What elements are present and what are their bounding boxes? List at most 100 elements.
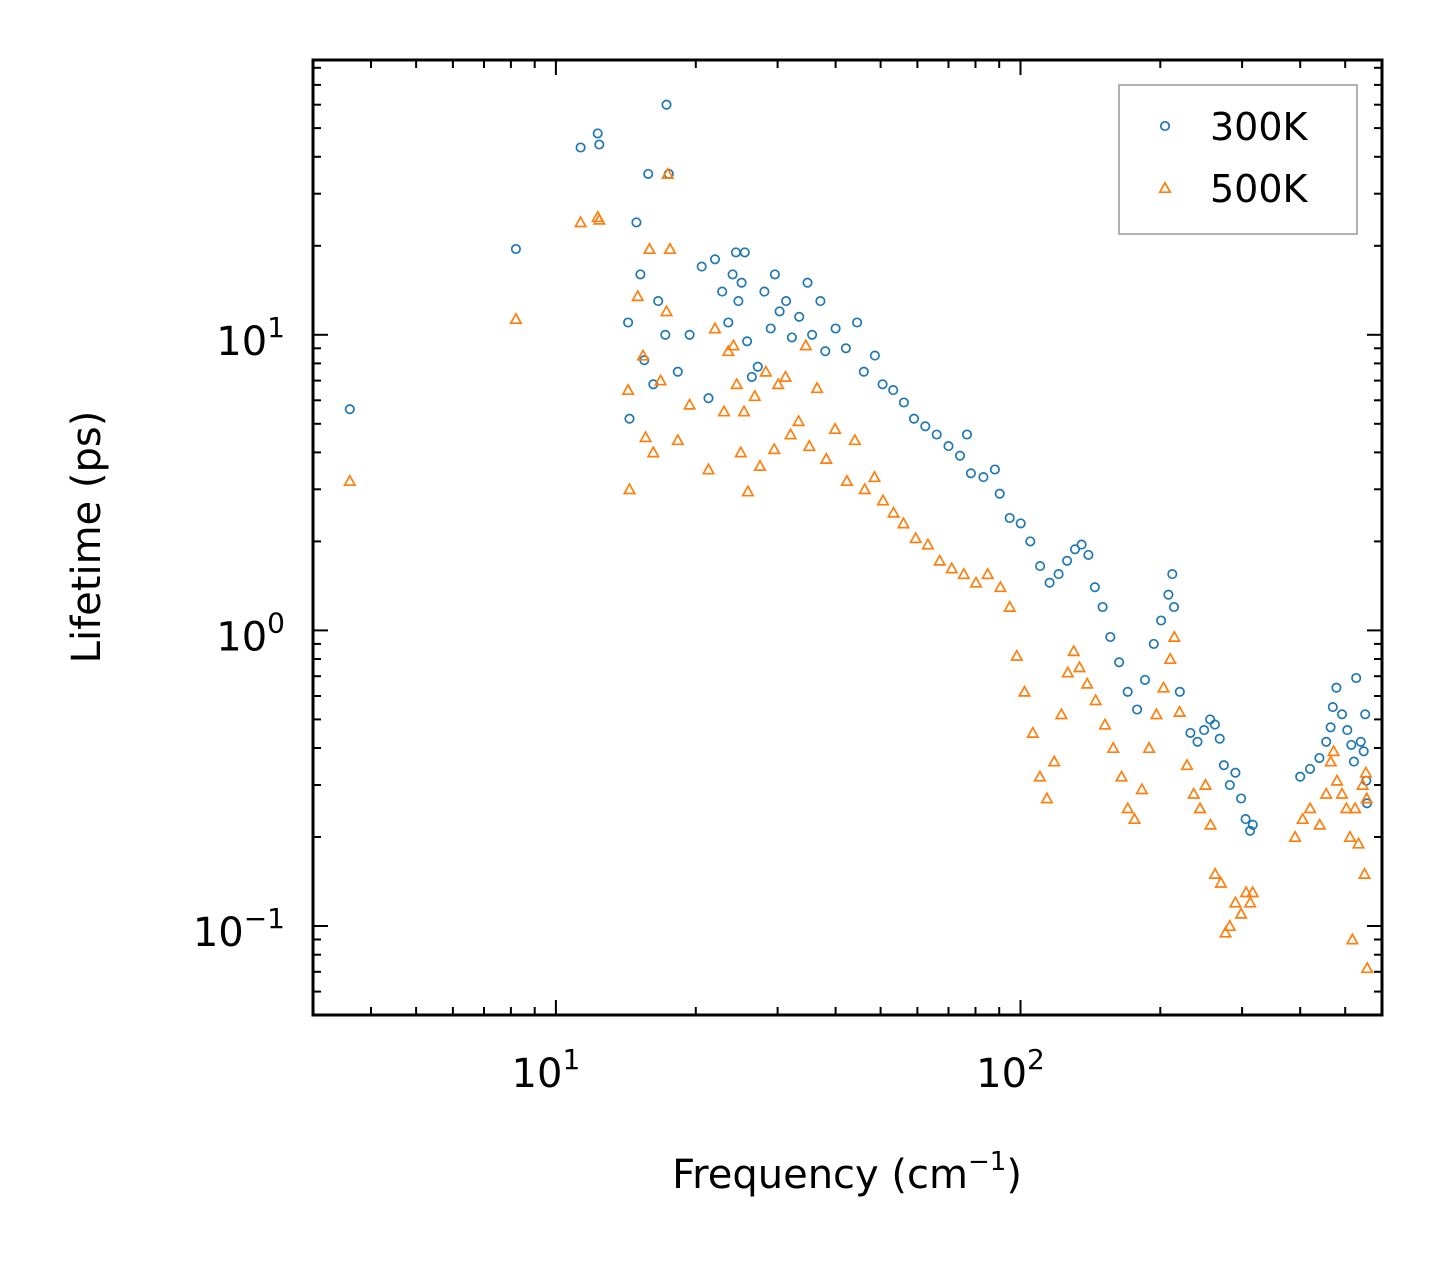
data-point (510, 243, 521, 255)
data-point (1156, 615, 1167, 626)
data-point (1360, 709, 1371, 720)
data-point (708, 321, 722, 334)
data-point (1319, 786, 1333, 799)
data-point (1121, 801, 1135, 814)
data-point (1314, 752, 1325, 764)
data-point (819, 452, 833, 464)
y-tick-exp: 0 (267, 606, 285, 639)
legend-marker (1158, 181, 1172, 194)
data-point (736, 277, 747, 288)
data-point (653, 296, 664, 307)
data-point (671, 433, 685, 446)
data-point (1003, 600, 1017, 612)
data-point (921, 537, 935, 550)
data-point (1180, 758, 1194, 771)
x-tick-label: 102 (976, 1043, 1045, 1097)
data-point (509, 312, 523, 325)
data-point (848, 433, 862, 446)
data-point (1296, 812, 1310, 825)
data-point (1234, 906, 1248, 919)
data-point (799, 338, 813, 351)
data-point (898, 397, 909, 408)
data-point (978, 472, 989, 483)
data-point (815, 296, 826, 307)
data-point (802, 277, 813, 288)
data-point (573, 215, 588, 228)
data-point (1348, 756, 1359, 767)
data-point (1199, 725, 1210, 736)
data-point (1331, 682, 1342, 693)
data-point (592, 212, 606, 225)
data-point (717, 286, 728, 297)
data-point (1230, 767, 1241, 778)
data-point (1163, 589, 1174, 600)
data-point (1203, 817, 1218, 830)
data-point (989, 464, 1000, 475)
data-point (888, 385, 899, 396)
data-point (1192, 736, 1203, 747)
data-point (1228, 895, 1243, 908)
data-point (778, 369, 793, 382)
data-point (1243, 895, 1257, 908)
data-point (741, 484, 755, 497)
data-point (1106, 741, 1120, 754)
data-point (886, 505, 901, 518)
data-point (969, 575, 983, 588)
data-point (635, 269, 646, 280)
data-point (877, 379, 888, 390)
data-point (672, 366, 683, 377)
data-point (1105, 631, 1116, 643)
data-point (908, 413, 920, 424)
data-point (1122, 686, 1133, 697)
data-point (1072, 660, 1087, 673)
data-point (994, 488, 1005, 499)
data-point (659, 304, 674, 317)
data-point (896, 516, 911, 529)
data-point (1193, 801, 1207, 814)
data-point (909, 531, 923, 544)
data-point (965, 468, 976, 479)
data-point (1163, 652, 1177, 665)
data-point (1098, 717, 1112, 730)
x-tick-label: 101 (512, 1043, 581, 1097)
data-point (1330, 773, 1344, 786)
data-point (858, 482, 872, 495)
data-point (1135, 782, 1149, 795)
data-point (1245, 825, 1256, 836)
legend-entry-300K: 300K (1159, 105, 1309, 149)
data-point (957, 567, 971, 580)
x-tick-exp: 2 (1027, 1043, 1045, 1076)
data-point (1127, 812, 1142, 825)
data-point (742, 336, 753, 347)
data-point (1132, 704, 1143, 715)
series-500K (343, 166, 1374, 974)
data-point (1198, 778, 1213, 790)
data-point (622, 482, 637, 495)
data-point (1015, 518, 1026, 529)
data-point (1142, 741, 1156, 754)
data-point (1069, 544, 1081, 555)
data-point (1240, 814, 1251, 825)
data-point (1076, 539, 1087, 550)
data-point (1035, 561, 1046, 572)
legend-box (1118, 84, 1358, 235)
data-point (1097, 601, 1108, 613)
data-point (1247, 819, 1258, 830)
data-point (1172, 704, 1187, 717)
data-point (1156, 680, 1171, 693)
data-point (730, 247, 741, 258)
x-tick-base: 10 (976, 1051, 1027, 1097)
data-point (592, 128, 603, 139)
data-point (765, 323, 776, 334)
data-point (1304, 763, 1316, 774)
data-point (638, 430, 653, 443)
data-point (1010, 648, 1024, 661)
legend-entry-500K: 500K (1158, 167, 1309, 211)
data-point (807, 329, 818, 340)
data-point (1351, 836, 1366, 849)
data-point (1358, 746, 1369, 757)
data-point (734, 445, 748, 458)
data-point (748, 389, 762, 402)
data-point (660, 329, 671, 340)
data-point (1346, 739, 1357, 750)
